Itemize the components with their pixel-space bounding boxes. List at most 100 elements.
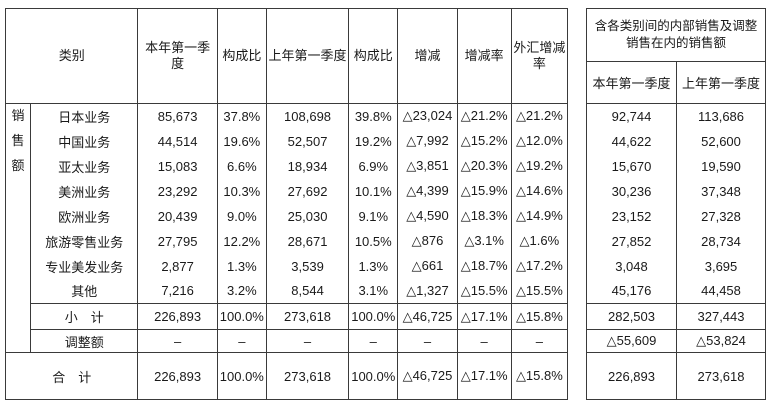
row-apac: 15,670 19,590: [586, 153, 767, 179]
cell: 3,539: [265, 253, 350, 279]
cell: △14.6%: [510, 178, 569, 204]
cell: –: [216, 329, 267, 353]
cell: 327,443: [675, 303, 767, 330]
cell: 10.5%: [348, 228, 399, 254]
col-header-fx-change-rate: 外汇增减率: [510, 8, 569, 104]
category-header: 类别: [4, 8, 139, 104]
row-total: 合 计 226,893 100.0% 273,618 100.0% △46,72…: [4, 352, 569, 400]
cell: 28,734: [675, 228, 767, 254]
cell: 18,934: [265, 153, 350, 179]
cell: 30,236: [586, 178, 677, 204]
cell: 226,893: [137, 352, 218, 400]
cell: △4,399: [397, 178, 458, 204]
row-adjustment: △55,609 △53,824: [586, 329, 767, 353]
cell: △53,824: [675, 329, 767, 353]
cell: △15.5%: [456, 278, 512, 304]
cell: –: [510, 329, 569, 353]
cell: 27,852: [586, 228, 677, 254]
cell: 7,216: [137, 278, 218, 304]
inclusive-sales-table: 含各类别间的内部销售及调整销售在内的销售额 本年第一季度 上年第一季度 92,7…: [585, 8, 767, 400]
row-japan: 销售额 日本业务 85,673 37.8% 108,698 39.8% △23,…: [4, 103, 569, 353]
cell: △21.2%: [510, 103, 569, 129]
cell: △15.9%: [456, 178, 512, 204]
col-header-prior-q1: 上年第一季度: [675, 61, 767, 104]
row-subtotal: 282,503 327,443: [586, 303, 767, 330]
cell: △15.8%: [510, 303, 569, 330]
table-title: 含各类别间的内部销售及调整销售在内的销售额: [585, 8, 767, 62]
cell: 44,458: [675, 278, 767, 304]
cell: △15.8%: [510, 352, 569, 400]
cell: 6.6%: [216, 153, 267, 179]
row-travel-retail: 旅游零售业务 27,795 12.2% 28,671 10.5% △876 △3…: [6, 228, 569, 254]
cell: △55,609: [586, 329, 677, 353]
cell: 100.0%: [216, 352, 267, 400]
cell: △876: [397, 228, 458, 254]
row-label: 专业美发业务: [30, 253, 139, 279]
cell: △1,327: [397, 278, 458, 304]
cell: 52,600: [675, 128, 767, 154]
row-label: 美洲业务: [30, 178, 139, 204]
row-china: 44,622 52,600: [586, 128, 767, 154]
row-europe: 欧洲业务 20,439 9.0% 25,030 9.1% △4,590 △18.…: [6, 203, 569, 229]
cell: △20.3%: [456, 153, 512, 179]
row-americas: 30,236 37,348: [586, 178, 767, 204]
cell: 28,671: [265, 228, 350, 254]
cell: –: [348, 329, 399, 353]
cell: △21.2%: [456, 103, 512, 129]
cell: 100.0%: [216, 303, 267, 330]
cell: △18.7%: [456, 253, 512, 279]
cell: 85,673: [137, 103, 218, 129]
cell: 27,692: [265, 178, 350, 204]
cell: △17.1%: [456, 303, 512, 330]
row-other: 其他 7,216 3.2% 8,544 3.1% △1,327 △15.5% △…: [6, 278, 569, 304]
cell: 10.3%: [216, 178, 267, 204]
cell: 273,618: [265, 303, 350, 330]
cell: 1.3%: [216, 253, 267, 279]
cell: 37.8%: [216, 103, 267, 129]
cell: △17.1%: [456, 352, 512, 400]
row-label: 合 计: [4, 352, 139, 400]
cell: 226,893: [586, 352, 677, 400]
col-header-change-rate: 增减率: [456, 8, 512, 104]
cell: 20,439: [137, 203, 218, 229]
cell: 8,544: [265, 278, 350, 304]
cell: 3,695: [675, 253, 767, 279]
row-apac: 亚太业务 15,083 6.6% 18,934 6.9% △3,851 △20.…: [6, 153, 569, 179]
col-header-composition-2: 构成比: [348, 8, 399, 104]
row-label: 欧洲业务: [30, 203, 139, 229]
col-header-current-q1: 本年第一季度: [137, 8, 218, 104]
group-label-sales-amount: 销售额: [4, 103, 32, 353]
cell: 3,048: [586, 253, 677, 279]
cell: 113,686: [675, 103, 767, 129]
cell: △3.1%: [456, 228, 512, 254]
cell: –: [137, 329, 218, 353]
cell: 9.0%: [216, 203, 267, 229]
cell: △18.3%: [456, 203, 512, 229]
cell: 10.1%: [348, 178, 399, 204]
cell: △19.2%: [510, 153, 569, 179]
cell: 100.0%: [348, 352, 399, 400]
cell: 19.6%: [216, 128, 267, 154]
row-label: 其他: [30, 278, 139, 304]
cell: △23,024: [397, 103, 458, 129]
cell: 12.2%: [216, 228, 267, 254]
row-subtotal: 小 计 226,893 100.0% 273,618 100.0% △46,72…: [6, 303, 569, 330]
cell: 15,083: [137, 153, 218, 179]
row-label: 中国业务: [30, 128, 139, 154]
cell: △15.2%: [456, 128, 512, 154]
cell: 19.2%: [348, 128, 399, 154]
cell: 15,670: [586, 153, 677, 179]
cell: 3.2%: [216, 278, 267, 304]
cell: △1.6%: [510, 228, 569, 254]
cell: △7,992: [397, 128, 458, 154]
row-total: 226,893 273,618: [586, 352, 767, 400]
row-adjustment: 调整额 – – – – – – –: [6, 329, 569, 353]
cell: 19,590: [675, 153, 767, 179]
cell: 45,176: [586, 278, 677, 304]
row-label: 小 计: [30, 303, 139, 330]
cell: 108,698: [265, 103, 350, 129]
col-header-composition-1: 构成比: [216, 8, 267, 104]
row-china: 中国业务 44,514 19.6% 52,507 19.2% △7,992 △1…: [6, 128, 569, 154]
cell: 23,292: [137, 178, 218, 204]
cell: 52,507: [265, 128, 350, 154]
